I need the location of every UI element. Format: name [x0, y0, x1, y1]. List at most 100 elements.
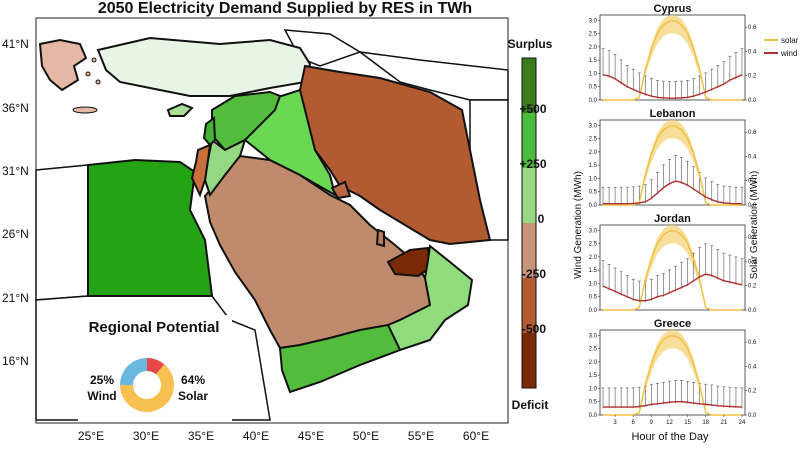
left-tick-label: 1.0	[589, 176, 598, 182]
country-panel: Jordan 0.0 0.5 1.0 1.5 2.0 2.5 3.0 0.0 0.2 0.4 0.6	[589, 213, 757, 314]
lat-label: 31°N	[2, 164, 29, 178]
colorbar-tick-label: -500	[522, 322, 546, 336]
x-tick-label: 12	[666, 420, 673, 426]
legend-solar-label: solar	[781, 36, 799, 45]
left-tick-label: 1.0	[589, 281, 598, 287]
wind-percentage: 25%	[90, 373, 114, 387]
region-greece	[38, 38, 88, 92]
right-tick-label: 0.4	[748, 154, 757, 160]
greek-islands	[72, 57, 101, 114]
right-tick-label: 0.0	[748, 308, 757, 314]
left-tick-label: 0.5	[589, 295, 598, 301]
region-israel	[190, 143, 212, 198]
lat-label: 41°N	[2, 37, 29, 51]
lon-label: 30°E	[133, 429, 159, 443]
x-tick-label: 18	[702, 420, 709, 426]
solar-line	[603, 125, 742, 206]
left-tick-label: 1.5	[589, 163, 598, 169]
colorbar-bottom-label: Deficit	[512, 398, 549, 412]
region-lebanon	[202, 116, 217, 147]
region-qatar	[375, 228, 385, 248]
x-tick-label: 21	[721, 420, 728, 426]
left-tick-label: 0.5	[589, 400, 598, 406]
left-tick-label: 2.5	[589, 137, 598, 143]
panel-title: Jordan	[654, 213, 691, 225]
region-turkey	[96, 36, 312, 97]
colorbar-swatch	[522, 168, 536, 224]
lon-label: 45°E	[298, 429, 324, 443]
right-tick-label: 0.4	[748, 364, 757, 370]
right-tick-label: 0.6	[748, 130, 757, 136]
left-tick-label: 2.5	[589, 347, 598, 353]
map-figure: 41°N 36°N 31°N 26°N 21°N 16°N 25°E 30°E …	[2, 17, 553, 443]
x-tick-label: 15	[684, 420, 691, 426]
left-tick-label: 1.0	[589, 386, 598, 392]
colorbar-ticks: +500 +250 0 -250 -500	[519, 102, 546, 336]
right-tick-label: 0.4	[748, 49, 757, 55]
colorbar-tick-label: +500	[519, 102, 546, 116]
solar-percentage: 64%	[181, 373, 205, 387]
map-title: 2050 Electricity Demand Supplied by RES …	[97, 0, 473, 17]
wind-line	[602, 74, 743, 99]
left-tick-label: 2.5	[589, 242, 598, 248]
left-tick-label: 3.0	[589, 333, 598, 339]
right-tick-label: 0.6	[748, 25, 757, 31]
left-tick-label: 2.0	[589, 255, 598, 261]
lon-label: 25°E	[78, 429, 104, 443]
solar-line	[603, 20, 742, 101]
wind-line	[603, 180, 742, 205]
donut-slice	[120, 358, 147, 385]
libya-shape	[35, 164, 89, 301]
left-tick-label: 1.5	[589, 58, 598, 64]
solar-line	[603, 230, 742, 311]
right-tick-label: 0.2	[748, 74, 757, 80]
right-tick-label: 0.2	[748, 179, 757, 185]
region-syria	[211, 90, 282, 152]
left-tick-label: 3.0	[589, 123, 598, 129]
left-tick-label: 3.0	[589, 18, 598, 24]
lon-label: 60°E	[463, 429, 489, 443]
colorbar: Surplus +500 +250 0 -250 -500 Deficit	[508, 37, 553, 412]
left-tick-label: 2.0	[589, 45, 598, 51]
lon-labels: 25°E 30°E 35°E 40°E 45°E 50°E 55°E 60°E	[78, 429, 489, 443]
left-tick-label: 0.5	[589, 85, 598, 91]
x-tick-label: 24	[739, 420, 746, 426]
country-panel: Lebanon 0.0 0.5 1.0 1.5 2.0 2.5 3.0 0.0 0.2 0.4 0.6	[589, 108, 757, 209]
lat-label: 16°N	[2, 354, 29, 368]
x-tick-label: 3	[613, 420, 617, 426]
donut-slice	[120, 364, 174, 412]
wind-line	[602, 273, 743, 302]
island	[95, 79, 101, 85]
colorbar-swatches	[522, 58, 536, 389]
donut-slice	[147, 358, 165, 375]
colorbar-tick-label: -250	[522, 267, 546, 281]
left-tick-label: 0.5	[589, 190, 598, 196]
left-tick-label: 2.0	[589, 150, 598, 156]
left-tick-label: 0.0	[589, 413, 598, 419]
right-tick-label: 0.2	[748, 284, 757, 290]
lon-label: 35°E	[188, 429, 214, 443]
legend-wind-label: wind	[780, 49, 797, 58]
region-cyprus	[166, 102, 194, 117]
left-tick-label: 1.0	[589, 71, 598, 77]
right-tick-label: 0.0	[748, 413, 757, 419]
colorbar-swatch	[522, 333, 536, 389]
region-egypt	[87, 158, 214, 297]
country-panels: Cyprus0.00.51.01.52.02.53.00.00.20.40.6L…	[573, 3, 799, 443]
right-tick-label: 0.2	[748, 389, 757, 395]
lon-label: 55°E	[408, 429, 434, 443]
solar-label: Solar	[178, 389, 208, 403]
colored-regions	[38, 36, 492, 394]
x-tick-label: 9	[650, 420, 654, 426]
left-tick-label: 2.0	[589, 360, 598, 366]
region-kuwait	[330, 180, 352, 200]
lon-label: 40°E	[243, 429, 269, 443]
panel-title: Cyprus	[654, 3, 692, 15]
lon-label: 50°E	[353, 429, 379, 443]
panel-title: Greece	[654, 318, 691, 330]
lat-label: 26°N	[2, 227, 29, 241]
colorbar-swatch	[522, 58, 536, 114]
colorbar-tick-label: +250	[519, 157, 546, 171]
right-tick-label: 0.4	[748, 259, 757, 265]
wind-axis-label: Wind Generation (MWh)	[573, 171, 584, 279]
